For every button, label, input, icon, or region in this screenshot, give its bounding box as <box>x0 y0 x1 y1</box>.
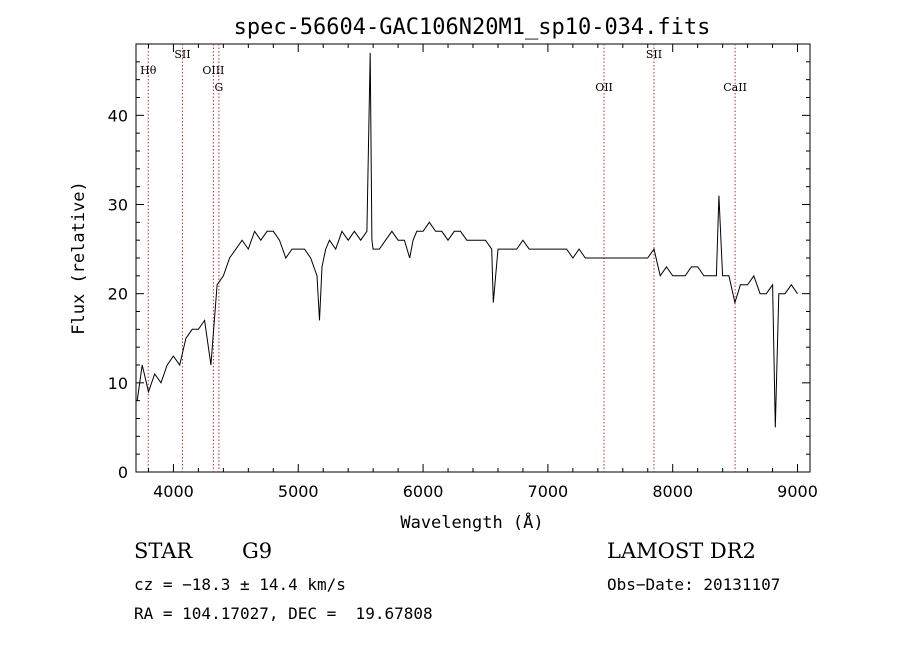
x-tick-label: 7000 <box>528 482 569 501</box>
y-tick-label: 40 <box>108 106 128 125</box>
redshift-cz: cz = −18.3 ± 14.4 km/s <box>134 575 346 594</box>
y-tick-label: 0 <box>118 463 128 482</box>
axes: 4000 5000 6000 7000 8000 9000 0 10 20 30 40 <box>108 43 818 501</box>
chart-title: spec-56604-GAC106N20M1_sp10-034.fits <box>234 15 711 40</box>
observation-date: Obs−Date: 20131107 <box>607 575 780 594</box>
y-tick-label: 30 <box>108 196 128 215</box>
x-tick-label: 8000 <box>652 482 693 501</box>
spectral-line-label: SII <box>174 48 190 61</box>
object-subclass: G9 <box>242 539 272 563</box>
x-tick-label: 5000 <box>278 482 319 501</box>
spectral-line-label: SII <box>646 48 662 61</box>
y-axis-label: Flux (relative) <box>69 181 89 335</box>
spectral-line-label: CaII <box>723 81 747 94</box>
y-tick-label: 20 <box>108 285 128 304</box>
ra-dec-coordinates: RA = 104.17027, DEC = 19.67808 <box>134 604 433 623</box>
y-tick-label: 10 <box>108 374 128 393</box>
x-tick-label: 9000 <box>777 482 818 501</box>
x-tick-label: 6000 <box>403 482 444 501</box>
spectral-line-label: Hθ <box>140 64 157 77</box>
object-type: STAR <box>134 539 193 563</box>
spectrum-line <box>136 52 798 428</box>
survey-name: LAMOST DR2 <box>607 539 756 563</box>
spectral-line-label: G <box>214 81 223 94</box>
spectral-line-label: OII <box>595 81 613 94</box>
x-tick-label: 4000 <box>153 482 194 501</box>
plot-frame <box>135 43 811 473</box>
spectral-line-label: OIII <box>202 64 224 77</box>
x-axis-label: Wavelength (Å) <box>400 511 543 533</box>
